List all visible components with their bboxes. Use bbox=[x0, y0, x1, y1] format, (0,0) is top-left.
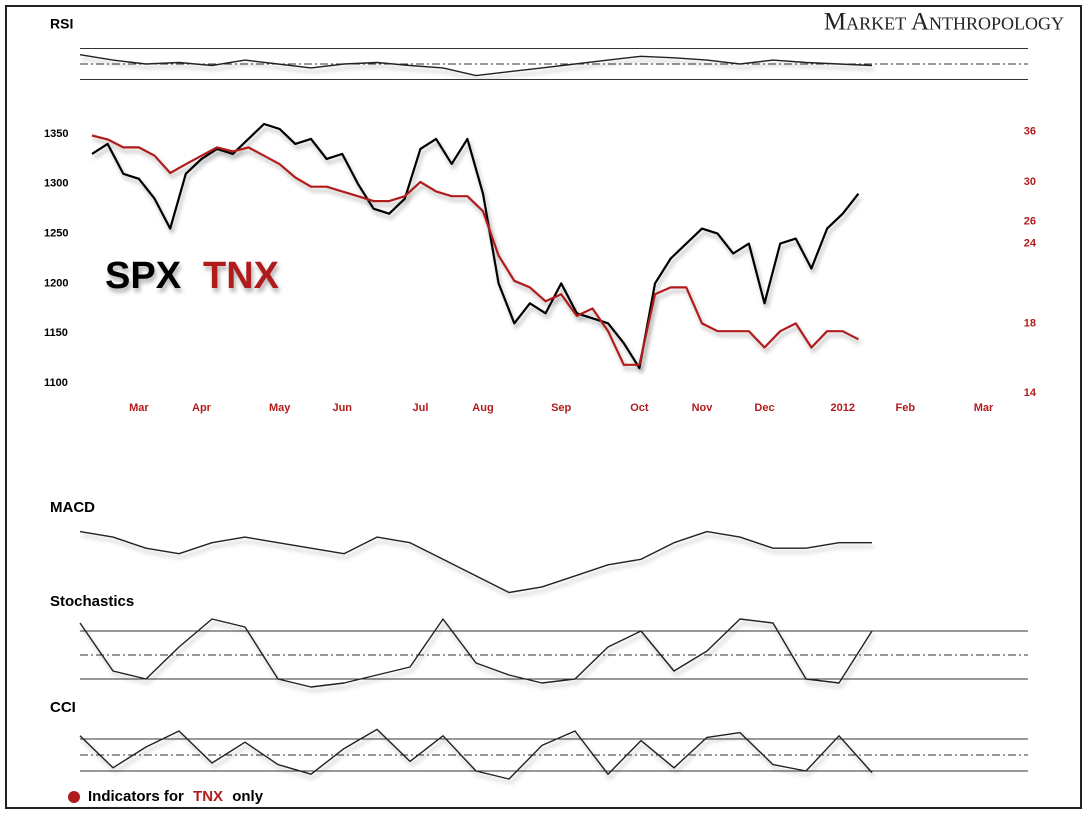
indicator-line bbox=[79, 728, 873, 780]
footnote-highlight: TNX bbox=[193, 788, 223, 805]
legend-spx: SPX bbox=[105, 255, 182, 297]
y-tick-label: 1250 bbox=[44, 227, 68, 239]
x-tick-label: Sep bbox=[551, 402, 571, 414]
panel-title: CCI bbox=[50, 699, 76, 716]
footnote-before: Indicators for bbox=[88, 788, 184, 805]
x-tick-label: Jun bbox=[332, 402, 352, 414]
x-tick-label: Aug bbox=[472, 402, 493, 414]
x-tick-label: Dec bbox=[754, 402, 774, 414]
indicator-line bbox=[79, 530, 872, 594]
y-tick-label: 1300 bbox=[44, 178, 68, 190]
x-tick-label: Nov bbox=[692, 402, 714, 414]
indicator-line bbox=[79, 618, 873, 688]
y-tick-label: 1150 bbox=[44, 327, 68, 339]
y-tick-label: 1350 bbox=[44, 128, 68, 140]
y2-tick-label: 36 bbox=[1024, 125, 1036, 137]
panel-title: RSI bbox=[50, 16, 73, 32]
footnote: Indicators for TNX only bbox=[88, 788, 264, 805]
x-tick-label: Mar bbox=[129, 402, 149, 414]
footnote-after: only bbox=[232, 788, 263, 805]
panel-title: Stochastics bbox=[50, 593, 134, 610]
y2-tick-label: 24 bbox=[1024, 238, 1037, 250]
x-tick-label: Jul bbox=[412, 402, 428, 414]
series-line bbox=[91, 122, 860, 370]
indicator-line bbox=[79, 54, 873, 77]
series-line bbox=[91, 134, 859, 366]
footnote-icon bbox=[68, 791, 80, 803]
x-tick-label: Oct bbox=[630, 402, 649, 414]
legend-tnx: TNX bbox=[203, 255, 280, 297]
panel-title: MACD bbox=[50, 499, 95, 516]
y-tick-label: 1200 bbox=[44, 277, 68, 289]
x-tick-label: Mar bbox=[974, 402, 994, 414]
frame bbox=[5, 5, 1082, 809]
y-tick-label: 1100 bbox=[44, 377, 68, 389]
y2-tick-label: 18 bbox=[1024, 317, 1036, 329]
y2-tick-label: 26 bbox=[1024, 216, 1036, 228]
y2-tick-label: 30 bbox=[1024, 176, 1036, 188]
x-tick-label: May bbox=[269, 402, 291, 414]
y2-tick-label: 14 bbox=[1024, 387, 1037, 399]
x-tick-label: Feb bbox=[895, 402, 915, 414]
brand: Market Anthropology bbox=[824, 9, 1064, 36]
x-tick-label: 2012 bbox=[830, 402, 854, 414]
x-tick-label: Apr bbox=[192, 402, 212, 414]
